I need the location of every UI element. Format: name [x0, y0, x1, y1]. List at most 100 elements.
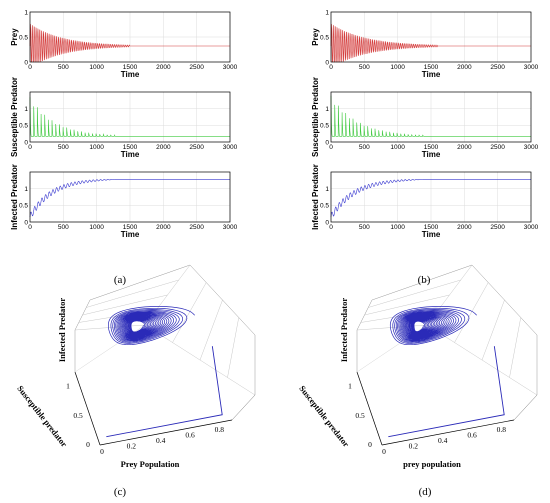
box-edge — [89, 264, 191, 301]
floor-edge — [381, 419, 515, 446]
y-tick-label: 0.5 — [320, 123, 329, 130]
x-tick-label: 2000 — [156, 64, 171, 71]
phase-portrait-c: 0 0.2 0.4 0.6 0.8 0 0.5 1 Prey Population Suscept… — [15, 264, 256, 469]
x-tick-label: 0 — [329, 144, 333, 151]
y-tick-label: 1 — [24, 106, 28, 113]
axes-frame — [330, 91, 532, 143]
trajectory-tail — [388, 346, 505, 438]
box-edge — [371, 264, 473, 301]
x-tick-label: 3000 — [524, 144, 539, 151]
x-tick-label: 0.8 — [497, 425, 507, 434]
x-tick-label: 0.4 — [156, 436, 166, 445]
x-tick-label: 2500 — [189, 224, 204, 231]
x-tick-label: 2000 — [457, 64, 472, 71]
trajectory-spiral — [389, 306, 477, 346]
subplot-a-1: 0 500 1000 1500 2000 2500 3000 0 0.5 1 Time Prey — [10, 9, 238, 79]
y-tick-label: 1 — [325, 9, 329, 16]
series-line — [29, 179, 230, 218]
axes-frame — [29, 91, 231, 143]
caption-c: (c) — [114, 486, 127, 498]
floor-edge — [513, 394, 538, 421]
floor-edge — [99, 419, 233, 446]
x-tick-label: 1500 — [123, 144, 138, 151]
y-tick-label: 0.5 — [19, 34, 28, 41]
x-tick-label: 0 — [329, 64, 333, 71]
y-tick-label: 0.5 — [320, 34, 329, 41]
series-line — [330, 95, 531, 137]
grid-line — [227, 317, 239, 378]
phase-portrait-d: 0 0.2 0.4 0.6 0.8 0 0.5 1 prey population Suscept… — [297, 264, 538, 469]
subplot-b-1: 0 500 1000 1500 2000 2500 3000 0 0.5 1 Time Prey — [311, 9, 539, 79]
y-tick-label: 1 — [348, 382, 352, 391]
x-tick-label: 0 — [28, 64, 32, 71]
y-tick-label: 0.5 — [19, 123, 28, 130]
grid-line — [364, 294, 450, 316]
x-tick-label: 0.8 — [215, 425, 225, 434]
x-tick-label: 3000 — [524, 224, 539, 231]
caption-b: (b) — [418, 274, 431, 286]
x-tick-label: 1000 — [89, 224, 104, 231]
x-axis-label: Time — [422, 70, 441, 79]
y-tick-label: 1 — [24, 186, 28, 193]
y-tick-label: 1 — [24, 9, 28, 16]
subplot-b-2: 0 500 1000 1500 2000 2500 3000 0 0.5 1 Time Suscept… — [311, 77, 539, 159]
y-tick-label: 1 — [325, 186, 329, 193]
x-axis-label: Time — [121, 70, 140, 79]
x-tick-label: 1500 — [123, 64, 138, 71]
y-tick-label: 1 — [66, 382, 70, 391]
grid-line — [172, 282, 207, 343]
x-tick-label: 2500 — [490, 64, 505, 71]
caption-d: (d) — [419, 486, 432, 498]
x-axis-label: Time — [422, 150, 441, 159]
x-tick-label: 0 — [382, 447, 386, 456]
grid-line — [144, 264, 191, 326]
x-tick-label: 2000 — [457, 224, 472, 231]
x-tick-label: 0 — [28, 224, 32, 231]
y-axis-label: Infected Predator — [10, 164, 19, 230]
x-axis-label: prey population — [403, 459, 461, 469]
y-axis-label: Susceptible Predator — [311, 77, 320, 157]
x-tick-label: 0.6 — [467, 430, 477, 439]
y-axis-label: Prey — [10, 28, 19, 46]
x-tick-label: 500 — [359, 144, 370, 151]
trajectory-spiral — [108, 306, 195, 346]
subplot-a-2: 0 500 1000 1500 2000 2500 3000 0 0.5 1 Time Suscept… — [10, 77, 238, 159]
y-tick-label: 0.5 — [73, 411, 83, 420]
y-axis-label: Infected Predator — [311, 164, 320, 230]
x-axis-label: Time — [422, 230, 441, 239]
x-tick-label: 1000 — [390, 224, 405, 231]
y-tick-label: 0 — [368, 440, 372, 449]
x-tick-label: 0.4 — [438, 436, 448, 445]
trajectory-tail — [106, 346, 223, 438]
x-axis-label: Time — [121, 150, 140, 159]
x-tick-label: 3000 — [223, 64, 238, 71]
y-tick-label: 0.5 — [320, 203, 329, 210]
series-line — [330, 179, 531, 218]
y-tick-label: 0.5 — [19, 203, 28, 210]
axes-frame — [29, 11, 231, 63]
axes-frame — [330, 171, 532, 223]
x-tick-label: 2000 — [156, 144, 171, 151]
y-axis-label: Susceptible predator — [297, 383, 351, 449]
x-tick-label: 500 — [58, 144, 69, 151]
x-tick-label: 1000 — [390, 144, 405, 151]
y-tick-label: 0 — [325, 59, 329, 66]
x-tick-label: 2500 — [490, 224, 505, 231]
grid-line — [74, 324, 146, 331]
x-tick-label: 500 — [58, 224, 69, 231]
x-axis-label: Prey Population — [121, 459, 180, 469]
x-tick-label: 1500 — [424, 144, 439, 151]
z-axis-label: Infected Predator — [57, 298, 67, 363]
x-tick-label: 1000 — [89, 64, 104, 71]
grid-line — [144, 324, 256, 396]
y-tick-label: 0 — [325, 139, 329, 146]
caption-a: (a) — [114, 274, 127, 286]
x-tick-label: 2500 — [490, 144, 505, 151]
floor-edge — [74, 371, 101, 446]
grid-line — [199, 299, 223, 361]
y-tick-label: 0 — [24, 219, 28, 226]
y-axis-label: Prey — [311, 28, 320, 46]
x-tick-label: 1500 — [424, 224, 439, 231]
y-tick-label: 0 — [325, 219, 329, 226]
